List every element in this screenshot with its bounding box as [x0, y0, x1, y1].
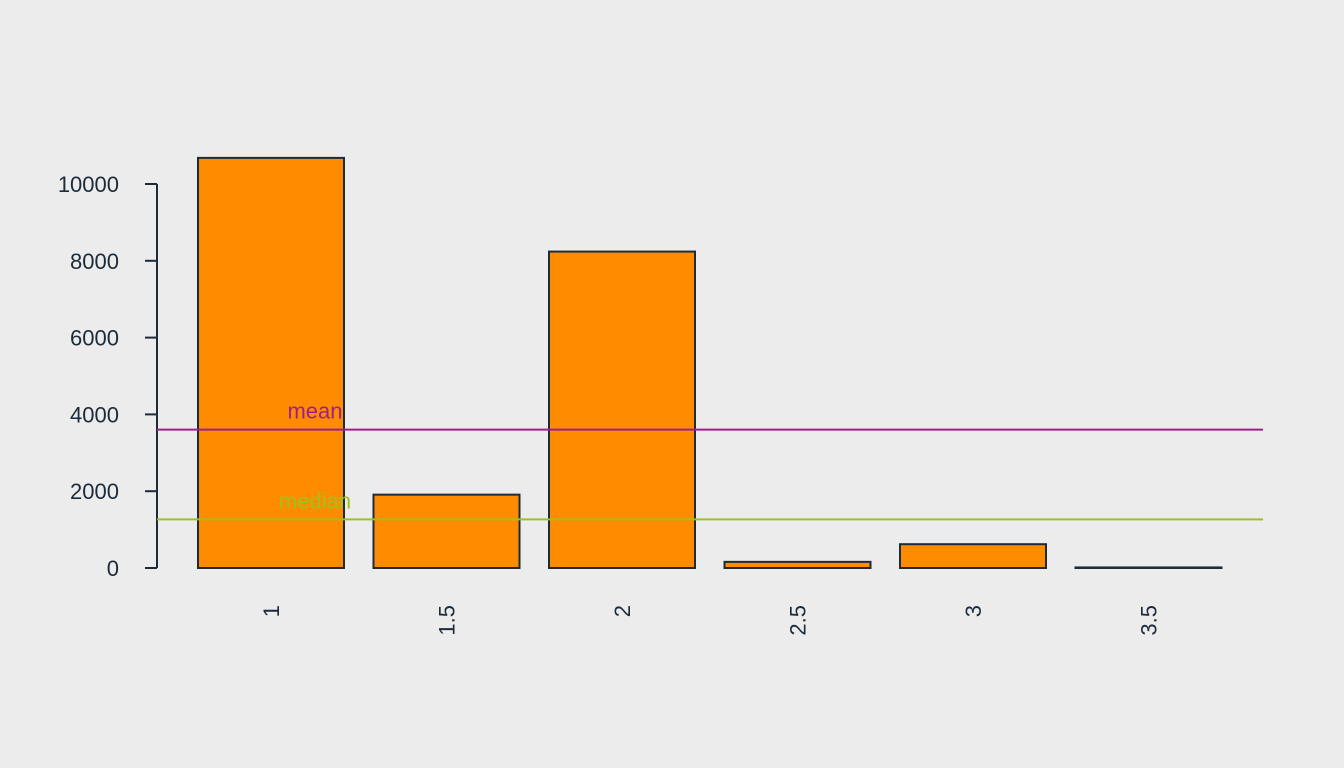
bar-2 — [548, 250, 696, 569]
mean-label: mean — [287, 399, 342, 424]
reference-lines: mean median — [157, 399, 1263, 521]
x-axis-labels: 1 1.5 2 2.5 3 3.5 — [259, 605, 1162, 636]
bar-1.5 — [372, 493, 521, 570]
x-tick-label: 3 — [961, 605, 986, 617]
bars — [197, 156, 1223, 570]
x-tick-label: 3.5 — [1137, 605, 1162, 636]
x-tick-label: 1.5 — [435, 605, 460, 636]
bar-3 — [899, 543, 1047, 570]
bar-2.5 — [723, 560, 872, 570]
y-tick-label: 8000 — [70, 249, 119, 274]
y-tick-label: 10000 — [58, 172, 119, 197]
x-tick-label: 1 — [259, 605, 284, 617]
y-tick-label: 4000 — [70, 402, 119, 427]
y-tick-label: 6000 — [70, 326, 119, 351]
y-axis: 0 2000 4000 6000 8000 10000 — [58, 172, 158, 581]
x-tick-label: 2.5 — [786, 605, 811, 636]
y-tick-label: 2000 — [70, 479, 119, 504]
bar-3.5 — [1074, 566, 1223, 570]
bar-1 — [197, 156, 345, 569]
y-tick-label: 0 — [107, 556, 119, 581]
median-label: median — [279, 488, 351, 513]
x-tick-label: 2 — [610, 605, 635, 617]
